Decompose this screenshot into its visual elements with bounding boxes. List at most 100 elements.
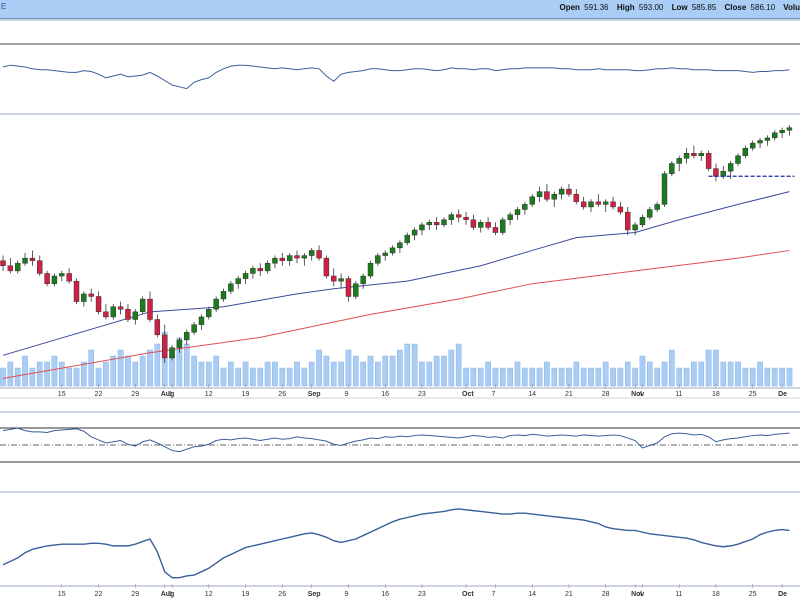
candle-body	[309, 250, 315, 256]
candle	[272, 255, 278, 269]
candle	[654, 201, 660, 213]
candle	[235, 276, 241, 289]
volume-bar	[286, 367, 293, 387]
volume-bar	[51, 355, 58, 387]
candle	[470, 214, 477, 230]
volume-bar	[654, 367, 660, 387]
candle	[382, 250, 388, 261]
x-tick-label: 22	[95, 391, 103, 398]
x-tick-label: 25	[749, 391, 757, 398]
candle-body	[478, 222, 484, 228]
candle	[353, 281, 359, 300]
candle	[639, 214, 646, 228]
candle-body	[51, 275, 58, 284]
candle-body	[235, 278, 241, 284]
volume-bar	[698, 361, 705, 387]
candle	[779, 127, 785, 138]
volume-bar	[242, 361, 249, 387]
volume-bar	[110, 355, 117, 387]
candle	[161, 324, 168, 363]
x-tick-label: 23	[418, 591, 426, 598]
volume-bar	[205, 361, 212, 387]
candle	[478, 219, 484, 233]
candle-body	[161, 334, 168, 359]
volume-bar	[624, 361, 631, 387]
volume-bar	[779, 367, 785, 387]
candle	[397, 240, 403, 253]
candle-body	[198, 316, 205, 325]
candle	[250, 265, 256, 279]
ohlc-header: E Open 591.36 High 593.00 Low 585.85 Clo…	[0, 0, 800, 19]
candle-body	[691, 153, 697, 157]
candle	[669, 160, 675, 177]
volume-bar	[749, 367, 756, 387]
volume-bar	[88, 349, 94, 387]
volume-bar	[573, 361, 580, 387]
volume-bar	[250, 367, 256, 387]
x-tick-label: Nov	[631, 391, 644, 398]
candle	[301, 253, 308, 266]
candle	[103, 304, 109, 320]
candle-body	[323, 257, 330, 277]
top-indicator-panel	[2, 64, 790, 90]
candle-body	[29, 257, 36, 261]
candle-body	[272, 257, 278, 264]
candle	[176, 337, 183, 353]
candle-body	[279, 257, 285, 261]
volume-bar	[492, 367, 499, 387]
candle-body	[669, 163, 675, 174]
candle-body	[294, 255, 300, 259]
candle-body	[389, 247, 396, 254]
x-tick-label: 14	[528, 391, 536, 398]
candle-body	[66, 273, 72, 282]
volume-bar	[713, 349, 719, 387]
candle-body	[705, 153, 712, 169]
candle-body	[22, 257, 28, 264]
candle	[73, 278, 80, 305]
candle-body	[220, 291, 227, 300]
candle	[411, 227, 418, 241]
candle	[389, 245, 396, 256]
x-tick-label: 18	[712, 591, 720, 598]
volume-bar	[470, 367, 477, 387]
volume-bar	[367, 355, 374, 387]
candle-body	[654, 204, 660, 210]
candle	[705, 150, 712, 172]
candle	[117, 301, 124, 315]
candle	[566, 183, 572, 197]
candle-body	[139, 298, 146, 313]
candle-body	[132, 311, 139, 320]
high-value: 593.00	[638, 3, 664, 12]
volume-bar	[81, 361, 87, 387]
slow-moving-average-line	[2, 249, 790, 379]
candle-body	[411, 229, 418, 236]
volume-bar	[742, 367, 749, 387]
candle-body	[103, 311, 109, 318]
candle	[441, 217, 447, 228]
candle-body	[397, 242, 403, 249]
x-tick-label: Oct	[462, 591, 474, 598]
candle-body	[639, 216, 646, 226]
volume-bar	[66, 367, 72, 387]
top-indicator-line	[2, 64, 790, 90]
candle-body	[59, 273, 65, 277]
x-tick-label: 7	[491, 391, 495, 398]
volume-bar	[566, 367, 572, 387]
volume-bar	[602, 361, 609, 387]
volume-bar	[639, 355, 646, 387]
candle-body	[125, 309, 131, 320]
candle	[95, 291, 102, 315]
volume-bar	[147, 349, 153, 387]
candle	[59, 270, 65, 282]
x-tick-label: Aug	[161, 591, 175, 598]
lower-indicator-panel	[2, 508, 790, 579]
candle	[500, 217, 506, 236]
candle	[522, 201, 528, 215]
candle	[37, 255, 43, 277]
candle	[426, 219, 432, 230]
candle-body	[544, 191, 550, 200]
volume-bar	[228, 361, 234, 387]
x-tick-label: 15	[58, 591, 66, 598]
